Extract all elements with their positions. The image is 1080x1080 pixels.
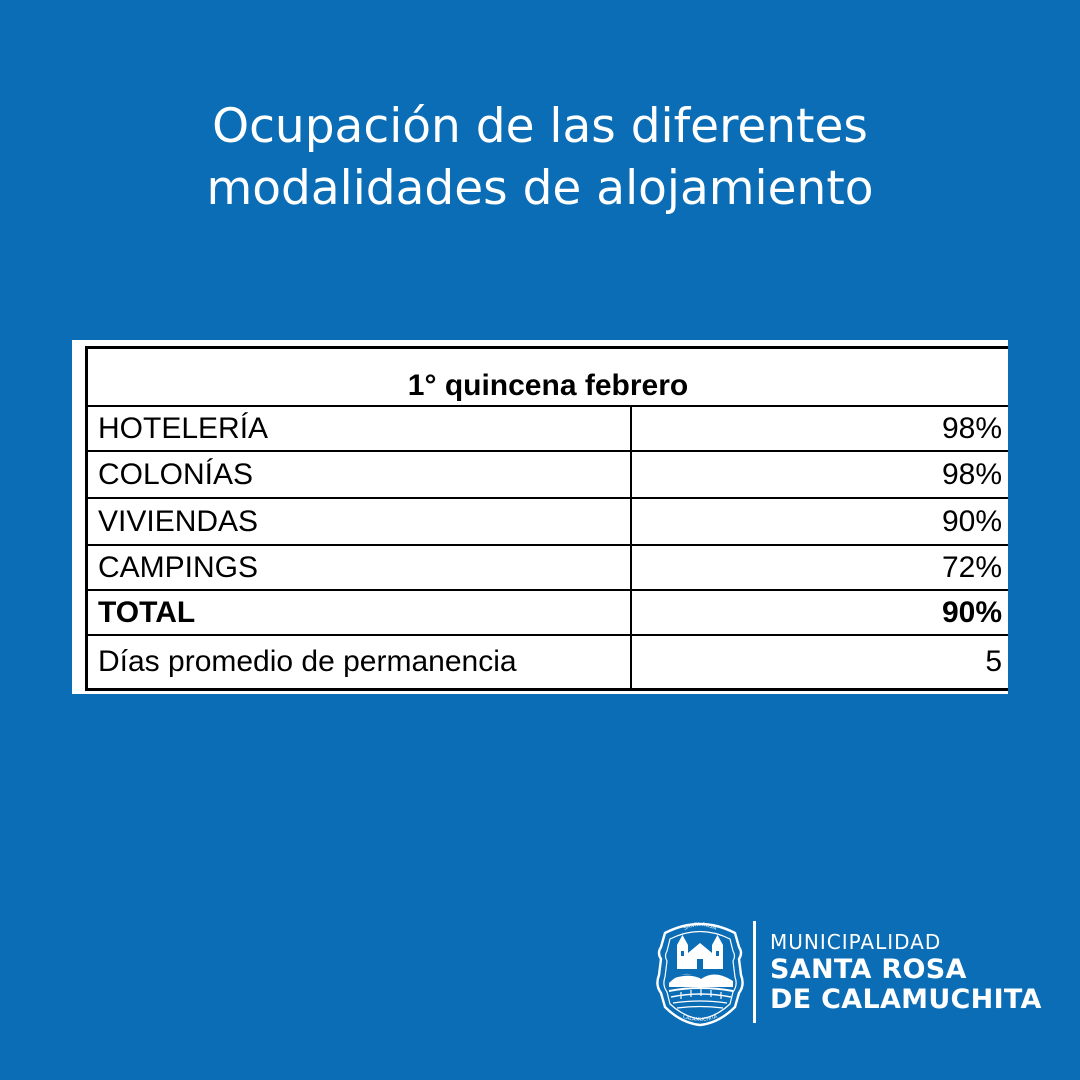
municipality-footer: SANTA ROSA CALAMUCHITA MUNICIPALIDAD SAN… [655,915,1055,1027]
table-row: CAMPINGS 72% [85,544,1008,591]
svg-text:SANTA ROSA: SANTA ROSA [683,922,718,932]
municipality-line-2: SANTA ROSA [770,954,967,985]
page-title: Ocupación de las diferentes modalidades … [0,96,1080,220]
occupancy-table: 1° quincena febrero HOTELERÍA 98% COLONÍ… [85,346,1008,691]
table-header: 1° quincena febrero [85,346,1008,407]
row-label-hoteleria: HOTELERÍA [85,405,632,452]
total-value: 90% [630,589,1008,636]
table-row: VIVIENDAS 90% [85,497,1008,546]
municipality-name: MUNICIPALIDAD SANTA ROSA DE CALAMUCHITA [770,929,1042,1015]
row-label-colonias: COLONÍAS [85,450,632,499]
seal-bottom-text: CALAMUCHITA [682,1014,719,1023]
table-total-row: TOTAL 90% [85,589,1008,636]
table-row: COLONÍAS 98% [85,450,1008,499]
municipality-line-1: MUNICIPALIDAD [770,930,942,954]
table-days-row: Días promedio de permanencia 5 [85,634,1008,691]
footer-divider [753,921,756,1023]
municipality-line-3: DE CALAMUCHITA [770,984,1042,1015]
row-value-colonias: 98% [630,450,1008,499]
table-row: HOTELERÍA 98% [85,405,1008,452]
svg-text:CALAMUCHITA: CALAMUCHITA [682,1014,719,1023]
municipal-seal-icon: SANTA ROSA CALAMUCHITA [656,922,744,1027]
days-value: 5 [630,634,1008,691]
row-value-campings: 72% [630,544,1008,591]
occupancy-table-card: 1° quincena febrero HOTELERÍA 98% COLONÍ… [72,340,1008,694]
total-label: TOTAL [85,589,632,636]
table-header-row: 1° quincena febrero [85,346,1008,407]
row-label-campings: CAMPINGS [85,544,632,591]
title-line-2: modalidades de alojamiento [206,161,874,216]
row-value-viviendas: 90% [630,497,1008,546]
row-label-viviendas: VIVIENDAS [85,497,632,546]
seal-top-text: SANTA ROSA [683,922,718,932]
title-line-1: Ocupación de las diferentes [212,99,868,154]
row-value-hoteleria: 98% [630,405,1008,452]
days-label: Días promedio de permanencia [85,634,632,691]
